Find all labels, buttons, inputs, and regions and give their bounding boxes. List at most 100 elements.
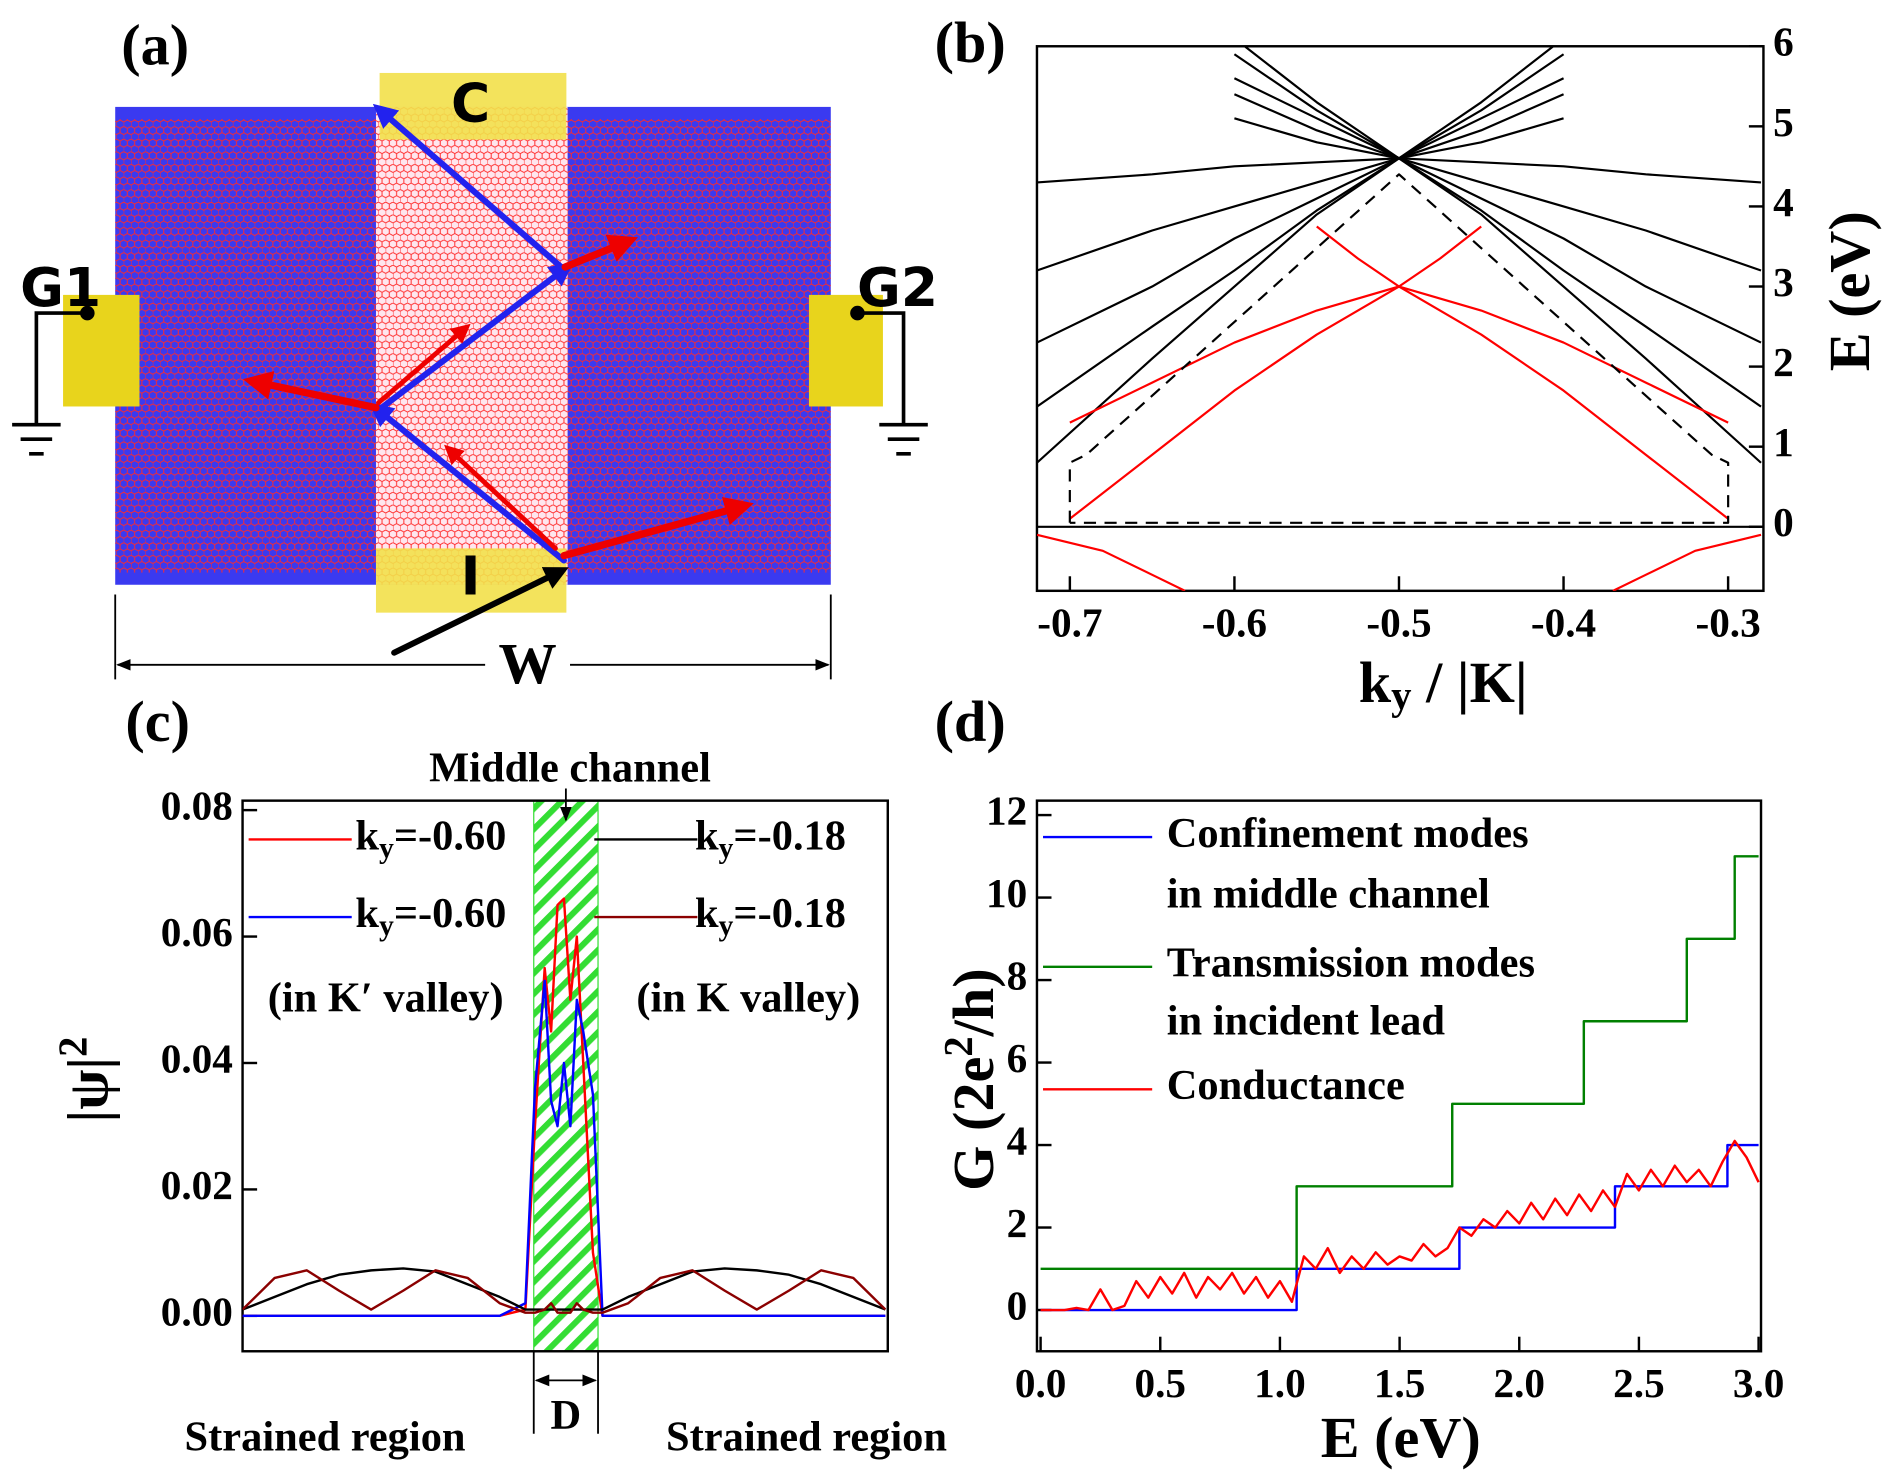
y-tick-label: 1 — [1773, 419, 1794, 465]
series-line — [1242, 46, 1762, 464]
y-axis-label: G (2e2/h) — [936, 968, 1006, 1190]
y-tick-label: 0.08 — [161, 783, 233, 829]
y-axis-label-part: G (2e — [941, 1057, 1006, 1191]
y-tick-label: 6 — [1007, 1035, 1028, 1081]
annotation: (in K′ valley) — [268, 975, 504, 1022]
y-axis-label: |ψ|2 — [51, 1037, 121, 1123]
lattice — [375, 106, 568, 585]
y-axis-label-part: 2 — [936, 1036, 981, 1056]
y-tick-label: 0.06 — [161, 909, 233, 955]
series-line — [1233, 53, 1762, 408]
y-tick-label: 8 — [1007, 953, 1028, 999]
y-tick-label: 0.02 — [161, 1162, 233, 1208]
ground — [12, 311, 88, 456]
x-tick-label: -0.3 — [1695, 600, 1760, 646]
series-line — [1316, 225, 1400, 288]
legend-label-part: =-0.18 — [733, 812, 846, 859]
x-tick-label: 1.5 — [1374, 1360, 1426, 1406]
x-axis-label: E (eV) — [1321, 1405, 1481, 1470]
x-tick-label: 1.0 — [1254, 1360, 1306, 1406]
x-tick-label: -0.4 — [1531, 600, 1596, 646]
series-line — [1398, 285, 1729, 520]
legend-label-part: y — [379, 910, 394, 942]
series-group — [1036, 46, 1762, 591]
series-line — [1036, 117, 1564, 184]
y-tick-label: 5 — [1773, 99, 1794, 145]
y-tick-label: 4 — [1007, 1118, 1028, 1164]
x-tick-label: 2.5 — [1613, 1360, 1665, 1406]
annotation: (in K valley) — [636, 975, 860, 1022]
legend-label: ky=-0.18 — [695, 812, 846, 864]
series-line — [1234, 117, 1762, 184]
annotation: D — [551, 1392, 582, 1439]
legend-label: ky=-0.60 — [355, 890, 506, 942]
series-line — [242, 1267, 886, 1311]
series-line — [1040, 1143, 1759, 1312]
legend-label-part: =-0.60 — [394, 890, 507, 937]
contact-label: C — [451, 72, 490, 135]
arrow — [242, 371, 380, 412]
diagram: (a) C G1 G2 I W — [12, 12, 938, 696]
series-line — [1036, 533, 1186, 591]
series-line — [242, 1269, 887, 1314]
y-tick-label: 4 — [1773, 179, 1794, 225]
series-group — [242, 897, 887, 1318]
legend-label-part: y — [719, 832, 734, 864]
annotation: Strained region — [185, 1414, 466, 1461]
series-group — [1040, 855, 1760, 1312]
legend-label-part: =-0.60 — [394, 812, 507, 859]
panel-label: (d) — [935, 689, 1006, 754]
x-tick-label: 0.0 — [1015, 1360, 1067, 1406]
series-line — [1069, 285, 1400, 424]
x-axis-label-part: / |K| — [1412, 650, 1528, 715]
arrow — [375, 323, 471, 406]
panel-label: (a) — [121, 12, 189, 77]
legend-label-part: y — [379, 832, 394, 864]
series-line — [1040, 1139, 1760, 1312]
contact-label: G2 — [857, 256, 938, 319]
arrow — [444, 444, 558, 551]
legend-label: in incident lead — [1167, 998, 1446, 1045]
y-tick-label: 2 — [1773, 339, 1794, 385]
y-tick-label: 0 — [1773, 499, 1794, 545]
series-line — [1068, 173, 1730, 524]
legend-label-part: y — [719, 910, 734, 942]
series-line — [1398, 285, 1729, 424]
x-axis-label-part: k — [1359, 650, 1392, 715]
y-tick-label: 0 — [1007, 1282, 1028, 1328]
panel-label: (c) — [125, 689, 190, 754]
legend-label: Confinement modes — [1167, 810, 1529, 857]
arrow — [391, 567, 569, 656]
x-tick-label: 3.0 — [1733, 1360, 1785, 1406]
series-line — [1233, 77, 1762, 344]
series-line — [242, 979, 886, 1318]
series-line — [1036, 77, 1565, 344]
y-tick-label: 12 — [986, 788, 1027, 834]
y-axis-label-part: 2 — [51, 1037, 96, 1057]
y-tick-label: 2 — [1007, 1200, 1028, 1246]
y-axis-label-part: |ψ| — [56, 1057, 121, 1123]
y-tick-label: 6 — [1773, 19, 1794, 65]
legend-label: ky=-0.60 — [355, 812, 506, 864]
y-tick-label: 0.04 — [161, 1035, 233, 1081]
x-tick-label: 2.0 — [1493, 1360, 1545, 1406]
x-tick-label: -0.6 — [1202, 600, 1267, 646]
legend-label: ky=-0.18 — [695, 890, 846, 942]
y-axis-label-part: /h) — [941, 968, 1006, 1037]
terminal — [80, 305, 95, 321]
annotation: Strained region — [666, 1414, 947, 1461]
x-tick-label: -0.5 — [1366, 600, 1431, 646]
plot-frame — [1035, 45, 1765, 593]
series-line — [1036, 46, 1556, 464]
ground — [857, 311, 928, 456]
contact-label: I — [461, 545, 481, 608]
x-axis-label-part: y — [1391, 673, 1411, 718]
y-axis-label: E (eV) — [1817, 211, 1882, 371]
series-line — [1398, 225, 1482, 288]
legend-label-part: k — [355, 890, 379, 937]
annotation: Middle channel — [429, 744, 711, 791]
legend-label-part: k — [695, 812, 719, 859]
contact-i — [375, 548, 567, 613]
series-line — [1036, 93, 1565, 272]
